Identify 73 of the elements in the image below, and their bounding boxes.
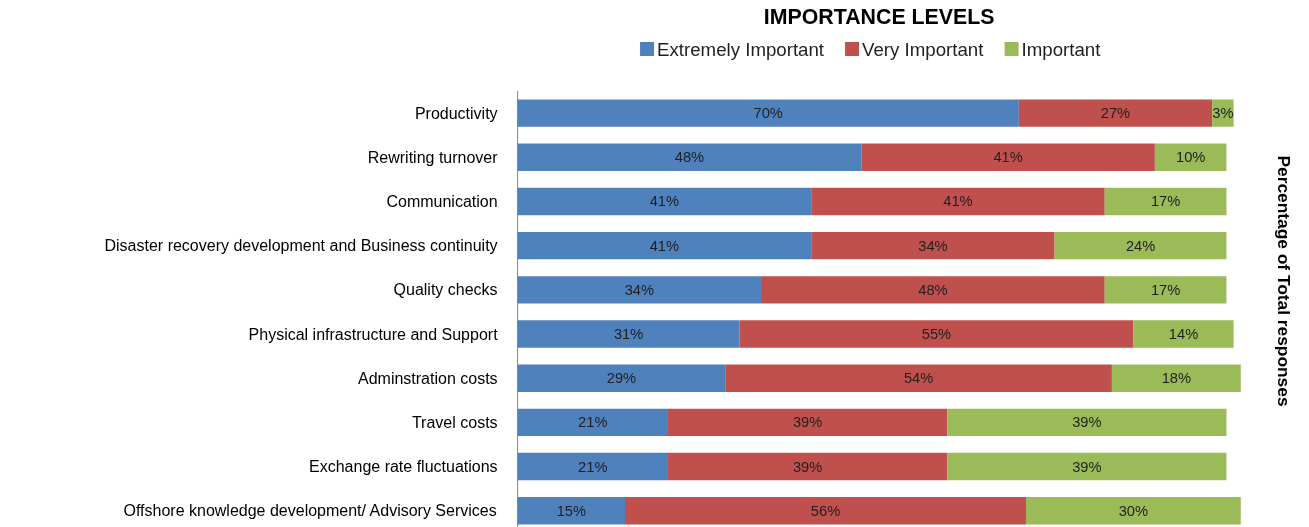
data-label: 41% (943, 193, 973, 210)
data-label: 34% (624, 281, 654, 298)
y-tick-label: Exchange rate fluctuations (309, 458, 498, 476)
y-tick-label: Rewriting turnover (367, 148, 499, 166)
data-label: 14% (1168, 326, 1199, 343)
bar (517, 364, 726, 392)
bar (517, 231, 812, 260)
y-tick-label: Communication (386, 192, 498, 210)
bar (517, 99, 1019, 127)
data-label: 39% (792, 414, 823, 431)
chart-title: IMPORTANCE LEVELS (763, 4, 995, 29)
data-label: 34% (918, 237, 948, 254)
bar (517, 452, 668, 481)
bar (667, 408, 948, 437)
data-label: 17% (1150, 193, 1181, 210)
bar (861, 143, 1155, 172)
bar (739, 320, 1134, 348)
bar (947, 408, 1227, 437)
bar (517, 497, 625, 525)
y-tick-label: Travel costs (411, 413, 498, 431)
bar (517, 320, 740, 348)
data-label: 17% (1150, 281, 1181, 298)
bar (625, 497, 1026, 525)
data-label: 31% (613, 326, 644, 343)
bar (517, 187, 812, 216)
legend-label: Very Important (862, 38, 985, 60)
bar (811, 231, 1055, 260)
data-label: 41% (993, 149, 1023, 166)
y-axis-title: Percentage of Total responses (1274, 155, 1295, 407)
bar (667, 452, 948, 481)
bar (1054, 231, 1227, 260)
bar (517, 276, 762, 304)
y-tick-label: Offshore knowledge development/ Advisory Services (123, 502, 497, 520)
data-label: 56% (810, 502, 841, 519)
data-label: 21% (578, 414, 608, 431)
bar (1104, 276, 1227, 304)
bar (725, 364, 1112, 392)
data-label: 54% (903, 370, 934, 387)
bar (1018, 99, 1213, 127)
bar (761, 276, 1105, 304)
bar (517, 408, 668, 437)
data-label: 39% (1072, 458, 1102, 475)
data-label: 39% (1072, 414, 1102, 431)
y-tick-label: Adminstration costs (357, 369, 498, 387)
bar (1111, 364, 1241, 392)
data-label: 18% (1161, 370, 1192, 387)
y-tick-label: Quality checks (393, 281, 498, 299)
bar (517, 143, 862, 172)
data-label: 3% (1212, 105, 1234, 122)
data-label: 39% (792, 458, 823, 475)
data-label: 27% (1100, 105, 1131, 122)
y-tick-label: Physical infrastructure and Support (248, 325, 499, 343)
data-label: 21% (578, 458, 608, 475)
data-label: 41% (649, 237, 680, 254)
data-label: 70% (753, 105, 783, 122)
bar (811, 187, 1105, 216)
data-label: 24% (1125, 237, 1156, 254)
y-tick-label: Disaster recovery development and Business continuity (104, 237, 498, 255)
data-label: 10% (1176, 149, 1206, 166)
legend-label: Important (1021, 38, 1102, 60)
bar (1104, 187, 1227, 216)
data-label: 48% (674, 149, 705, 166)
legend-label: Extremely Important (657, 38, 825, 60)
data-label: 30% (1118, 502, 1149, 519)
bar (947, 452, 1227, 481)
data-label: 15% (556, 502, 586, 519)
data-label: 29% (606, 370, 637, 387)
y-tick-label: Productivity (414, 104, 498, 122)
bar (1133, 320, 1234, 348)
data-label: 48% (918, 281, 948, 298)
bar (1025, 497, 1241, 525)
data-label: 41% (649, 193, 680, 210)
data-label: 55% (921, 326, 952, 343)
